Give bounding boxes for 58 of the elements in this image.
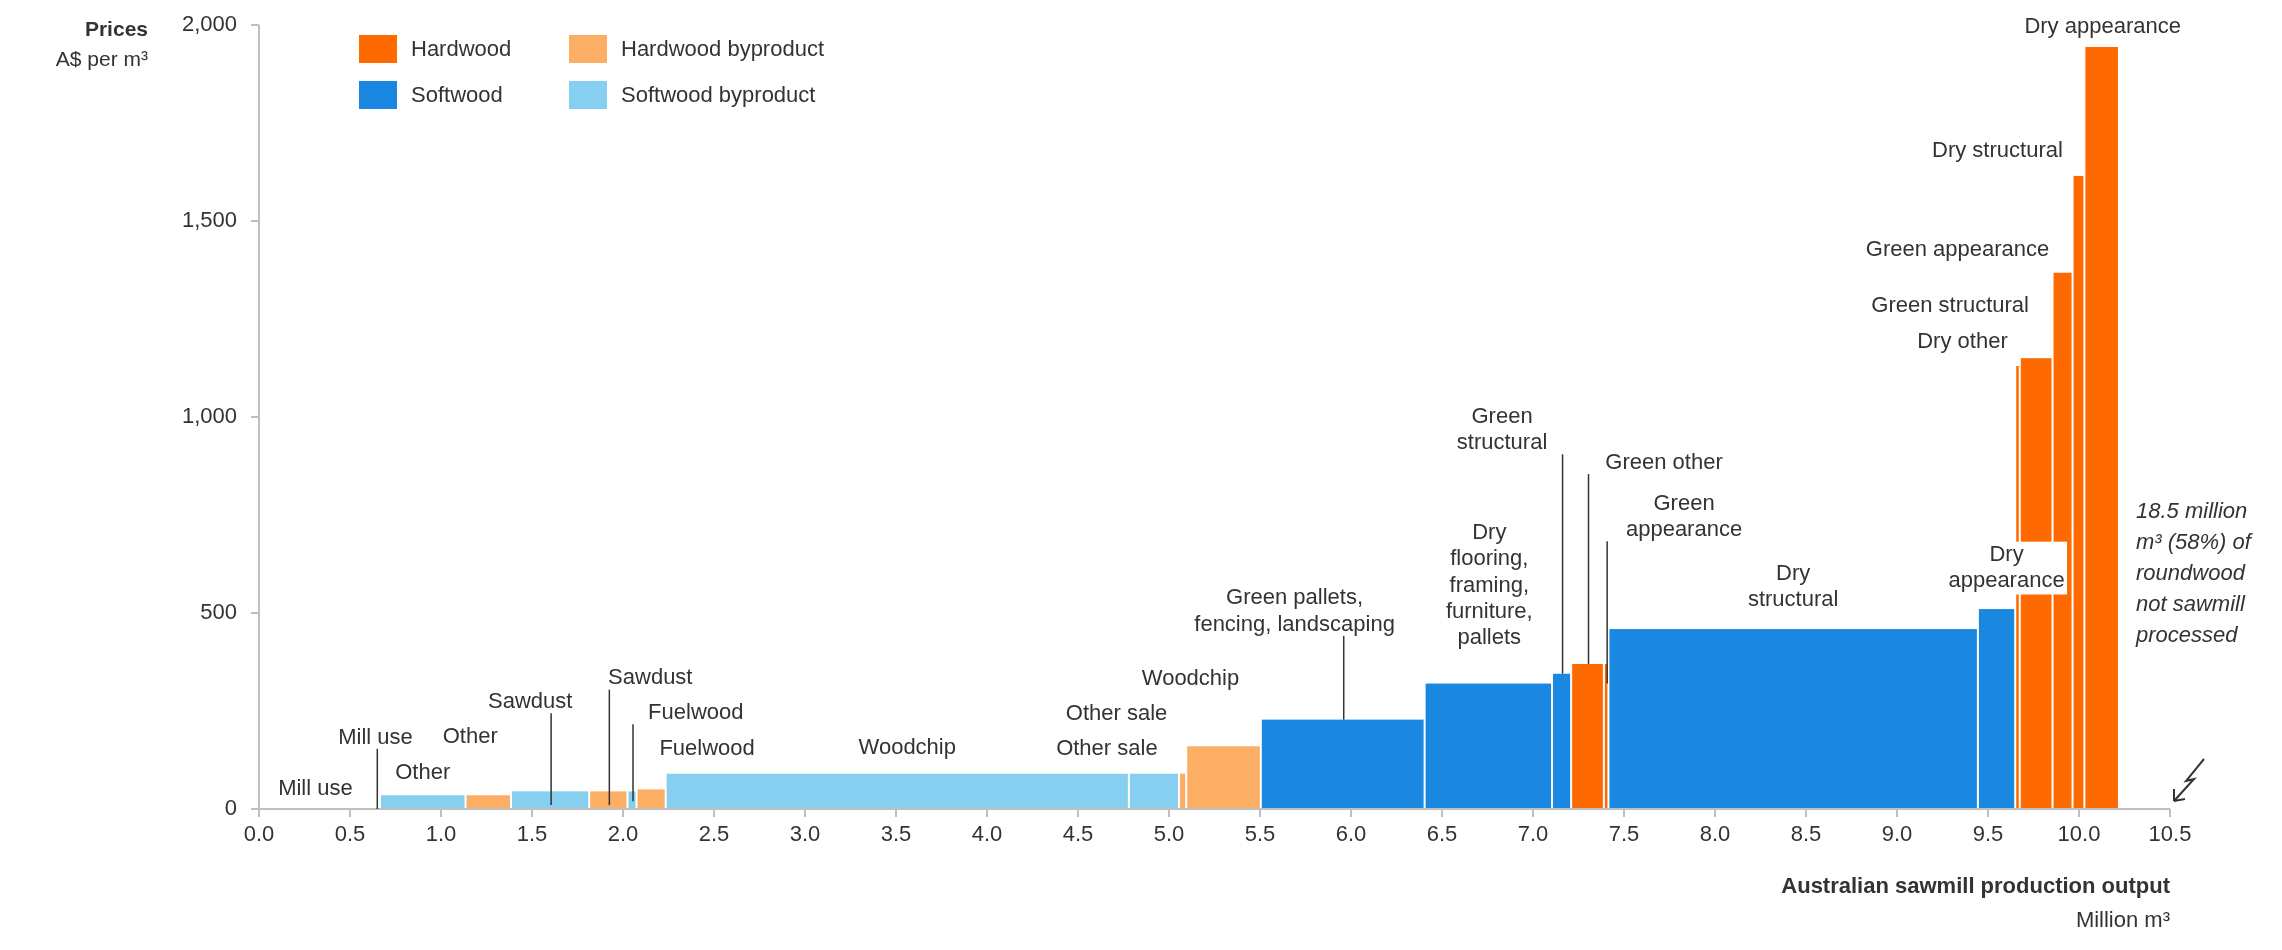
- x-tick-label: 2.0: [607, 821, 639, 846]
- annotation: Dry structural: [1932, 136, 2063, 162]
- legend-label: Hardwood byproduct: [621, 35, 825, 61]
- y-tick-label: 500: [200, 598, 237, 624]
- annotation: Green pallets, fencing, landscaping: [1194, 584, 1395, 636]
- annotation: Green appearance: [1625, 489, 1743, 541]
- annotation: Green structural: [1871, 292, 2030, 318]
- x-tick-label: 5.5: [1244, 821, 1276, 846]
- annotation: Green appearance: [1865, 235, 2050, 261]
- x-tick-label: 4.5: [1062, 821, 1094, 846]
- legend-label: Softwood byproduct: [621, 81, 816, 107]
- annotation: Other sale: [1065, 699, 1168, 725]
- x-tick-label: 7.0: [1517, 821, 1549, 846]
- annotation: Dry other: [1917, 327, 2008, 353]
- annotation: Fuelwood: [659, 735, 755, 761]
- annotation: Sawdust: [608, 664, 693, 690]
- y-tick-label: 0: [224, 794, 237, 820]
- x-tick-label: 8.5: [1790, 821, 1822, 846]
- annotation: Sawdust: [487, 687, 573, 713]
- annotation: Dry structural: [1747, 559, 1839, 612]
- annotation: Dry flooring, framing, furniture, pallets: [1445, 518, 1533, 650]
- x-tick-label: 0.0: [243, 821, 275, 846]
- y-tick-label: 2,000: [181, 10, 237, 36]
- annotation: Green structural: [1456, 402, 1548, 454]
- annotation: Other sale: [1056, 734, 1158, 760]
- annotation: Mill use: [338, 723, 413, 749]
- annotation: Dry appearance: [1948, 540, 2065, 593]
- y-axis-title: Prices A$ per m³: [55, 16, 148, 70]
- x-tick-label: 8.0: [1699, 821, 1731, 846]
- annotation: Other: [442, 723, 498, 749]
- x-axis-title: Australian sawmill production output Million m³: [1781, 872, 2171, 932]
- legend-label: Hardwood: [411, 35, 512, 61]
- x-tick-label: 7.5: [1608, 821, 1640, 846]
- x-tick-label: 1.0: [425, 821, 457, 846]
- x-tick-label: 3.5: [880, 821, 912, 846]
- annotation: 18.5 million m³ (58%) of roundwood not sawmill processed: [2135, 497, 2254, 647]
- y-tick-label: 1,500: [181, 206, 237, 232]
- annotation: Woodchip: [1141, 665, 1240, 691]
- x-tick-label: 2.5: [698, 821, 730, 846]
- x-tick-label: 10.5: [2148, 821, 2192, 846]
- annotation: Fuelwood: [648, 698, 744, 724]
- annotation: Dry appearance: [2024, 12, 2181, 38]
- x-tick-label: 0.5: [334, 821, 366, 846]
- legend-label: Softwood: [411, 81, 503, 107]
- x-tick-label: 6.5: [1426, 821, 1458, 846]
- annotation: Woodchip: [858, 733, 956, 759]
- x-tick-label: 4.0: [971, 821, 1003, 846]
- annotation: Green other: [1605, 448, 1723, 474]
- annotation: Mill use: [278, 774, 353, 800]
- x-tick-label: 3.0: [789, 821, 821, 846]
- y-tick-label: 1,000: [181, 402, 237, 428]
- x-tick-label: 1.5: [516, 821, 548, 846]
- annotation: Other: [395, 759, 451, 785]
- x-tick-label: 6.0: [1335, 821, 1367, 846]
- x-tick-label: 5.0: [1153, 821, 1185, 846]
- x-tick-label: 10.0: [2057, 821, 2101, 846]
- x-tick-label: 9.5: [1972, 821, 2004, 846]
- x-tick-label: 9.0: [1881, 821, 1913, 846]
